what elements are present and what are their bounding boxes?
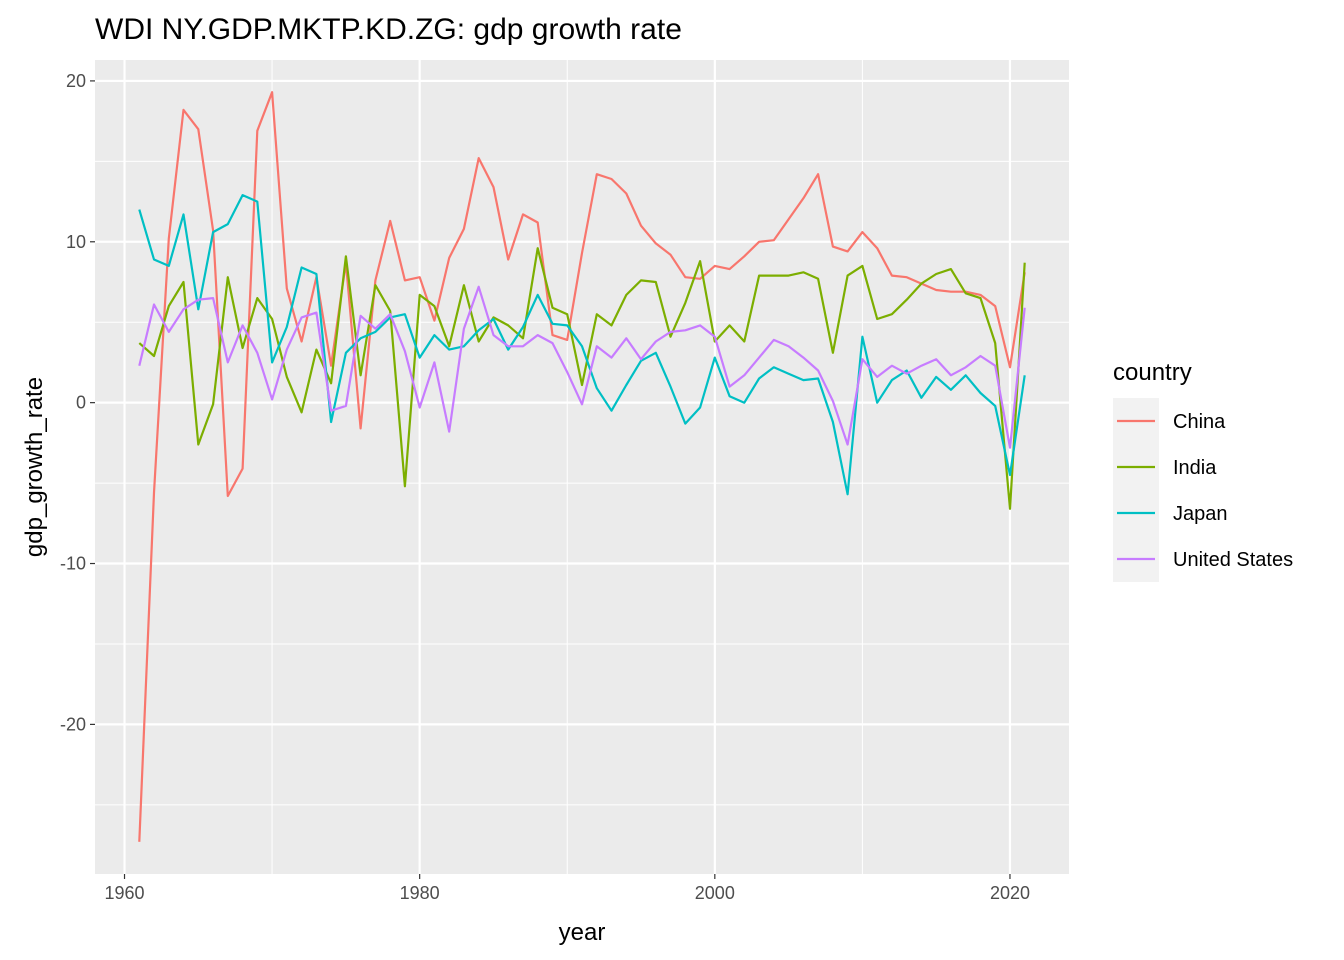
- y-tick-label: -10: [60, 554, 86, 574]
- x-tick-label: 1980: [400, 883, 440, 903]
- legend-label: China: [1173, 411, 1226, 433]
- x-tick-label: 2020: [990, 883, 1030, 903]
- x-axis: 1960 1980 2000 2020: [104, 874, 1030, 903]
- plot-panel: [95, 60, 1069, 874]
- y-axis: -20 -10 0 10 20: [60, 71, 95, 734]
- legend-label: United States: [1173, 549, 1293, 571]
- series-line-china: [138, 91, 1026, 842]
- y-axis-title: gdp_growth_rate: [21, 377, 48, 557]
- x-tick-label: 1960: [104, 883, 144, 903]
- y-tick-label: 20: [66, 71, 86, 91]
- y-tick-label: 10: [66, 232, 86, 252]
- legend-label: Japan: [1173, 503, 1228, 525]
- series-line-india: [138, 247, 1026, 510]
- legend-label: India: [1173, 457, 1217, 479]
- series-lines: [138, 91, 1026, 842]
- x-tick-label: 2000: [695, 883, 735, 903]
- legend-title: country: [1113, 359, 1192, 386]
- y-tick-label: 0: [76, 393, 86, 413]
- legend: country China India Japan United States: [1113, 359, 1293, 582]
- series-line-united-states: [138, 285, 1026, 449]
- series-line-japan: [138, 194, 1026, 496]
- x-axis-title: year: [559, 919, 606, 946]
- y-tick-label: -20: [60, 714, 86, 734]
- grid-lines: [95, 60, 1069, 874]
- chart-title: WDI NY.GDP.MKTP.KD.ZG: gdp growth rate: [95, 13, 682, 46]
